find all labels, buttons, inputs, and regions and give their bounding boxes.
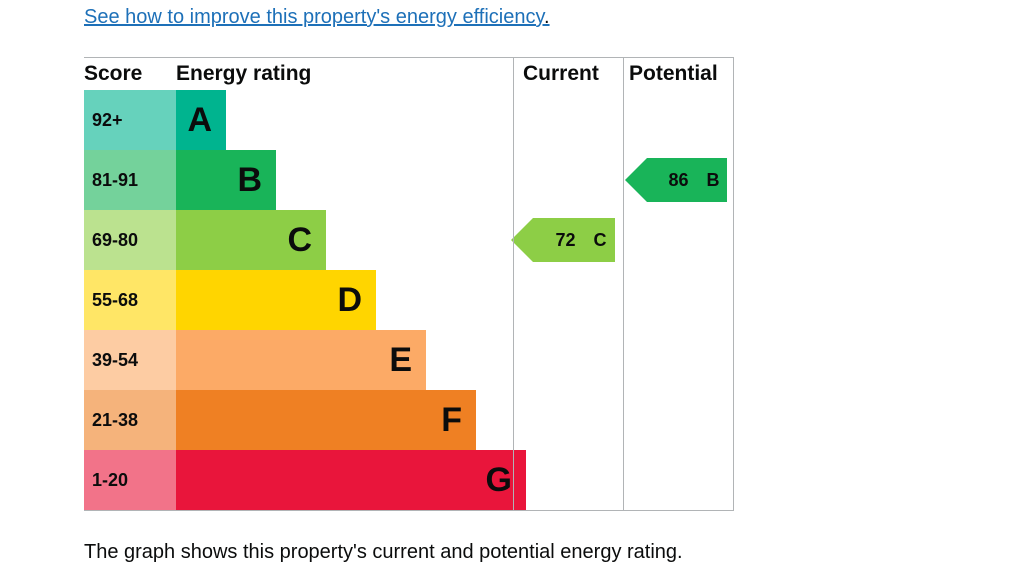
band-row-b: 81-91B 86 B.arrow-tag[data-name="potentia…: [84, 150, 733, 210]
column-divider: [623, 57, 624, 510]
rating-bar-c: C: [176, 210, 326, 270]
score-range: 39-54: [84, 330, 176, 390]
score-range: 69-80: [84, 210, 176, 270]
band-row-f: 21-38F: [84, 390, 733, 450]
score-range: 92+: [84, 90, 176, 150]
header-score: Score: [84, 62, 176, 86]
score-range: 55-68: [84, 270, 176, 330]
improve-efficiency-link[interactable]: See how to improve this property's energ…: [84, 6, 550, 29]
rating-bar-g: G: [176, 450, 526, 510]
band-row-d: 55-68D: [84, 270, 733, 330]
chart-caption: The graph shows this property's current …: [84, 541, 940, 564]
rating-bar-f: F: [176, 390, 476, 450]
chart-header: Score Energy rating Current Potential: [84, 57, 734, 90]
header-potential: Potential: [629, 62, 733, 86]
energy-rating-chart: Score Energy rating Current Potential 92…: [84, 57, 734, 511]
score-range: 21-38: [84, 390, 176, 450]
band-row-e: 39-54E: [84, 330, 733, 390]
header-rating: Energy rating: [176, 62, 311, 86]
score-range: 81-91: [84, 150, 176, 210]
header-current: Current: [523, 62, 623, 86]
column-divider: [513, 57, 514, 510]
band-row-a: 92+A: [84, 90, 733, 150]
band-row-c: 69-80C 72 C.arrow-tag[data-name="current-…: [84, 210, 733, 270]
score-range: 1-20: [84, 450, 176, 510]
potential-rating-tag: 86 B.arrow-tag[data-name="potential-rati…: [647, 158, 727, 202]
band-row-g: 1-20G: [84, 450, 733, 510]
current-rating-tag: 72 C.arrow-tag[data-name="current-rating…: [533, 218, 615, 262]
rating-bar-e: E: [176, 330, 426, 390]
rating-bar-a: A: [176, 90, 226, 150]
chart-rows: 92+A81-91B 86 B.arrow-tag[data-name="pote…: [84, 90, 734, 511]
rating-bar-d: D: [176, 270, 376, 330]
link-text: See how to improve this property's energ…: [84, 6, 544, 28]
rating-bar-b: B: [176, 150, 276, 210]
